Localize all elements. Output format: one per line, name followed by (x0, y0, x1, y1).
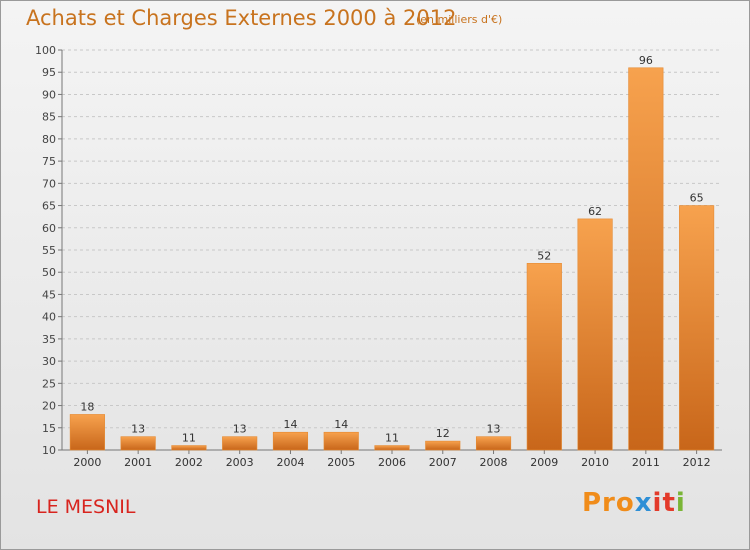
value-label: 62 (588, 205, 602, 218)
y-tick-label: 45 (42, 288, 56, 301)
x-tick-label: 2004 (276, 456, 304, 469)
chart-unit: (en milliers d'€) (416, 13, 503, 26)
x-tick-label: 2010 (581, 456, 609, 469)
bar-2002 (171, 445, 207, 451)
y-tick-label: 40 (42, 311, 56, 324)
grid-lines (62, 49, 722, 451)
y-tick-label: 80 (42, 133, 56, 146)
bar-2006 (374, 445, 410, 451)
value-label: 13 (131, 423, 145, 436)
x-tick-label: 2000 (73, 456, 101, 469)
bar-2001 (120, 436, 156, 451)
x-tick-label: 2006 (378, 456, 406, 469)
value-label: 11 (385, 432, 399, 445)
y-tick-label: 90 (42, 88, 56, 101)
y-tick-label: 10 (42, 444, 56, 457)
y-tick-label: 85 (42, 111, 56, 124)
y-tick-label: 75 (42, 155, 56, 168)
y-tick-label: 55 (42, 244, 56, 257)
x-tick-label: 2011 (632, 456, 660, 469)
labels: 18 2000 13 2001 11 2002 13 2003 14 2004 14 2005 11 20… (73, 54, 710, 469)
value-label: 14 (334, 418, 348, 431)
x-tick-label: 2008 (480, 456, 508, 469)
logo-part: i (675, 488, 686, 518)
logo-part: x (634, 488, 653, 518)
x-tick-label: 2001 (124, 456, 152, 469)
x-tick-label: 2003 (226, 456, 254, 469)
y-tick-label: 20 (42, 400, 56, 413)
x-tick-label: 2002 (175, 456, 203, 469)
bar-2007 (425, 440, 461, 451)
value-label: 13 (487, 423, 501, 436)
x-tick-label: 2012 (683, 456, 711, 469)
y-tick-label: 25 (42, 377, 56, 390)
value-label: 96 (639, 54, 653, 67)
bar-2003 (222, 436, 258, 451)
y-tick-label: 65 (42, 200, 56, 213)
chart-title: Achats et Charges Externes 2000 à 2012 (26, 6, 457, 30)
bar-2000 (69, 414, 105, 451)
y-tick-label: 50 (42, 266, 56, 279)
bar-2009 (526, 263, 562, 451)
axes: 10 15 20 25 30 35 40 45 50 55 60 65 70 75 80 85 90 95 100 (35, 44, 722, 457)
value-label: 52 (537, 249, 551, 262)
x-tick-label: 2007 (429, 456, 457, 469)
value-label: 14 (283, 418, 297, 431)
bar-2004 (272, 431, 309, 451)
y-tick-label: 95 (42, 66, 56, 79)
y-tick-label: 15 (42, 422, 56, 435)
y-tick-label: 30 (42, 355, 56, 368)
proxiti-logo: Proxiti (582, 488, 686, 518)
x-tick-label: 2009 (530, 456, 558, 469)
place-name: LE MESNIL (36, 496, 136, 518)
bar-2011 (628, 67, 664, 451)
value-label: 13 (233, 423, 247, 436)
value-label: 18 (80, 400, 94, 413)
value-label: 65 (690, 192, 704, 205)
logo-part: it (652, 488, 676, 518)
y-tick-label: 35 (42, 333, 56, 346)
logo-part: Pro (582, 488, 635, 518)
bars (69, 67, 715, 451)
bar-2010 (577, 218, 613, 451)
y-tick-label: 60 (42, 222, 56, 235)
bar-2012 (679, 205, 715, 451)
y-tick-label: 100 (35, 44, 56, 57)
value-label: 11 (182, 432, 196, 445)
x-tick-label: 2005 (327, 456, 355, 469)
bar-2005 (323, 431, 359, 451)
bar-2008 (475, 436, 512, 451)
value-label: 12 (436, 427, 450, 440)
y-tick-label: 70 (42, 177, 56, 190)
